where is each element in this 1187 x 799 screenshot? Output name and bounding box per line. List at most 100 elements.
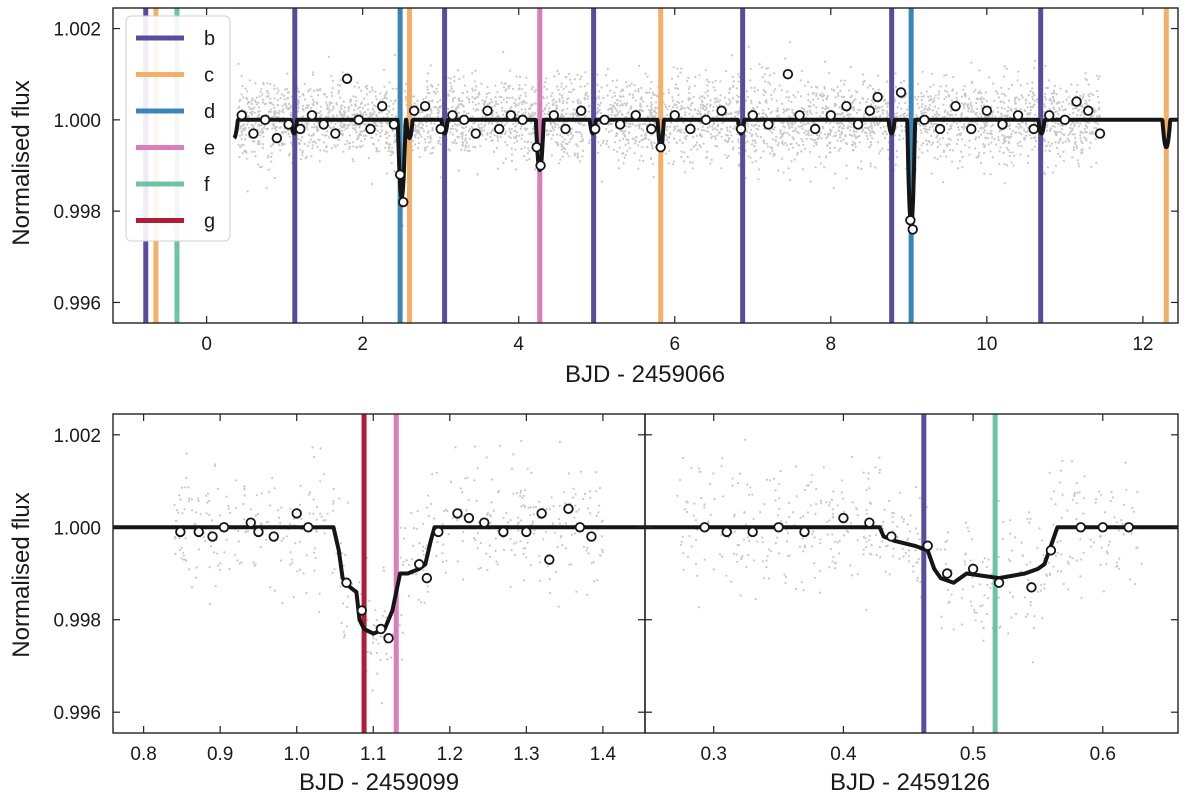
top-raw-point [358, 132, 361, 135]
top-raw-point [837, 149, 840, 152]
top-raw-point [839, 140, 843, 143]
top-raw-point [1071, 133, 1074, 136]
bl-raw-point [179, 498, 182, 501]
top-raw-point [451, 99, 454, 103]
top-raw-point [1017, 70, 1020, 73]
top-raw-point [687, 97, 690, 100]
bl-raw-point [416, 510, 419, 513]
top-raw-point [827, 106, 830, 109]
top-raw-point [470, 125, 473, 128]
top-raw-point [356, 113, 359, 116]
top-raw-point [875, 115, 878, 118]
top-raw-point [726, 129, 729, 132]
bl-raw-point [315, 518, 318, 521]
top-raw-point [283, 94, 286, 97]
top-raw-point [431, 129, 434, 132]
bl-raw-point [522, 547, 525, 550]
top-raw-point [521, 88, 524, 91]
top-raw-point [683, 107, 686, 110]
top-raw-point [640, 96, 643, 99]
top-raw-point [367, 103, 370, 106]
top-raw-point [1085, 78, 1088, 82]
top-raw-point [438, 110, 441, 113]
top-raw-point [496, 91, 499, 94]
top-raw-point [1010, 161, 1013, 164]
top-raw-point [1050, 102, 1053, 105]
top-raw-point [701, 101, 704, 104]
top-raw-point [419, 133, 422, 136]
top-raw-point [781, 133, 784, 136]
top-raw-point [1071, 156, 1074, 159]
top-raw-point [455, 142, 458, 145]
top-raw-point [960, 132, 963, 135]
top-raw-point [269, 97, 272, 100]
bl-raw-point [498, 444, 502, 447]
top-raw-point [878, 152, 881, 155]
top-raw-point [357, 107, 360, 110]
top-raw-point [254, 122, 257, 125]
top-raw-point [595, 112, 599, 115]
top-raw-point [788, 179, 792, 182]
top-raw-point [239, 146, 242, 149]
top-raw-point [303, 82, 306, 85]
top-raw-point [533, 113, 536, 116]
top-raw-point [461, 141, 464, 144]
top-raw-point [596, 110, 600, 113]
top-raw-point [484, 138, 487, 141]
top-raw-point [601, 141, 604, 144]
top-raw-point [451, 90, 454, 93]
bl-raw-point [529, 564, 532, 567]
top-binned-point [248, 128, 259, 139]
bl-raw-point [466, 476, 469, 479]
top-binned-point [505, 110, 517, 121]
bl-raw-point [368, 599, 371, 602]
bl-raw-point [494, 549, 497, 553]
top-raw-point [404, 90, 407, 93]
top-raw-point [1053, 125, 1056, 128]
top-raw-point [383, 85, 386, 88]
top-raw-point [380, 122, 384, 125]
top-raw-point [644, 72, 647, 75]
top-raw-point [838, 125, 842, 128]
top-raw-point [608, 107, 611, 110]
top-raw-point [712, 123, 715, 126]
bl-raw-point [298, 540, 302, 543]
top-raw-point [1054, 140, 1057, 144]
top-raw-point [419, 109, 422, 112]
top-raw-point [933, 122, 936, 125]
top-raw-point [962, 88, 965, 91]
top-raw-point [378, 150, 381, 153]
bl-raw-point [300, 517, 303, 521]
top-raw-point [763, 127, 766, 130]
top-binned-point [895, 87, 907, 98]
top-raw-point [1085, 139, 1088, 142]
top-raw-point [714, 137, 717, 141]
top-raw-point [493, 134, 496, 137]
top-raw-point [996, 106, 999, 109]
top-raw-point [637, 88, 640, 91]
top-raw-point [258, 110, 261, 113]
bl-raw-point [422, 545, 425, 548]
top-raw-point [468, 128, 472, 131]
top-raw-point [574, 131, 578, 134]
top-raw-point [980, 100, 984, 103]
top-raw-point [310, 107, 313, 110]
top-raw-point [878, 106, 881, 109]
top-raw-point [775, 109, 778, 112]
top-raw-point [328, 125, 331, 128]
top-raw-point [1058, 107, 1061, 110]
top-raw-point [390, 113, 394, 116]
top-raw-point [633, 84, 636, 87]
top-raw-point [337, 92, 340, 95]
top-raw-point [545, 104, 548, 107]
bl-raw-point [597, 511, 600, 514]
top-raw-point [355, 146, 358, 149]
top-raw-point [977, 92, 980, 95]
top-raw-point [417, 129, 420, 132]
top-raw-point [711, 125, 714, 128]
top-raw-point [1046, 166, 1049, 169]
top-raw-point [622, 95, 625, 98]
top-raw-point [510, 127, 513, 131]
top-raw-point [842, 83, 846, 86]
top-raw-point [899, 114, 902, 117]
